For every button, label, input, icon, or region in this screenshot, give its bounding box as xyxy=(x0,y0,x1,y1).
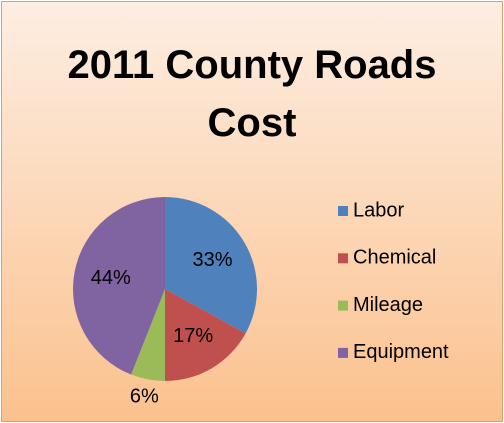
legend-label: Mileage xyxy=(353,294,423,316)
legend-swatch xyxy=(338,300,348,311)
pie-slice xyxy=(165,197,258,334)
legend-label: Labor xyxy=(353,199,404,221)
legend-swatch xyxy=(338,253,348,264)
legend-label: Equipment xyxy=(353,341,449,363)
chart-title: 2011 County Roads Cost xyxy=(67,43,437,145)
legend-label: Chemical xyxy=(353,247,436,269)
pie-slice xyxy=(73,197,165,375)
legend-swatch xyxy=(338,347,348,358)
data-label: 44% xyxy=(91,267,131,289)
data-label: 17% xyxy=(173,325,213,347)
data-label: 33% xyxy=(192,249,232,271)
legend-swatch xyxy=(338,206,348,216)
pie-slice xyxy=(131,289,165,381)
pie-slice xyxy=(165,289,246,381)
data-label: 6% xyxy=(130,386,159,408)
